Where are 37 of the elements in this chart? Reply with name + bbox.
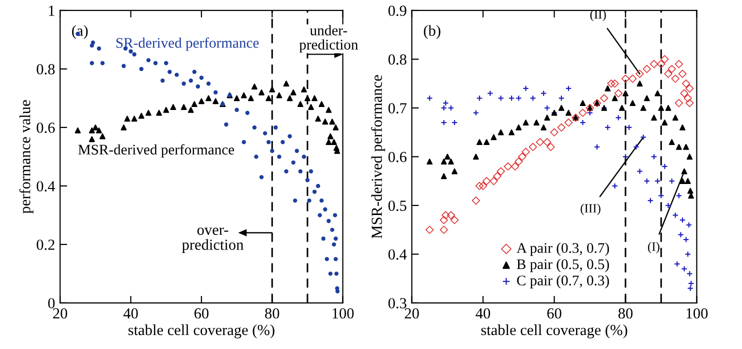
legend-label: C pair (0.7, 0.3)	[517, 275, 609, 288]
x-tick-label: 100	[686, 308, 708, 319]
y-tick-label: 0.4	[36, 181, 55, 192]
y-tick-label: 0.8	[388, 54, 406, 65]
annotation: (b)	[424, 25, 440, 39]
annotation: under- prediction	[299, 25, 358, 53]
legend-label: B pair (0.5, 0.5)	[516, 258, 609, 272]
x-tick-label: 100	[332, 308, 354, 319]
x-tick-label: 60	[194, 308, 209, 319]
y-tick-label: 0.7	[388, 103, 407, 114]
y-tick-label: 1	[48, 6, 54, 16]
x-tick-label: 80	[618, 308, 633, 319]
annotation: (I)	[648, 242, 660, 254]
series-label: SR-derived performance	[116, 37, 259, 51]
x-tick-label: 20	[404, 308, 419, 319]
x-tick-label: 20	[53, 308, 68, 319]
y-tick-label: 0.4	[388, 249, 407, 260]
annotation: (III)	[580, 204, 600, 216]
y-tick-label: 0.8	[36, 64, 55, 74]
x-tick-label: 60	[547, 308, 562, 319]
x-tick-label: 40	[476, 308, 490, 319]
y-tick-label: 0.6	[388, 152, 406, 162]
y-tick-label: 0.2	[36, 240, 54, 250]
x-axis-title: stable cell coverage (%)	[128, 324, 274, 338]
legend-label: A pair (0.3, 0.7)	[516, 242, 609, 256]
y-axis-title: performance value	[19, 100, 34, 214]
x-tick-label: 40	[123, 308, 138, 319]
y-tick-label: 0.9	[388, 6, 406, 16]
series-label: MSR-derived performance	[78, 144, 234, 158]
x-tick-label: 80	[265, 308, 280, 319]
y-tick-label: 0.3	[388, 298, 406, 308]
x-axis-title: stable cell coverage (%)	[481, 324, 628, 338]
y-axis-title: MSR-derived performance	[371, 75, 386, 238]
y-tick-label: 0	[48, 298, 55, 308]
y-tick-label: 0.6	[36, 122, 55, 133]
annotation: over- prediction	[182, 228, 244, 253]
y-tick-label: 0.5	[388, 200, 406, 211]
